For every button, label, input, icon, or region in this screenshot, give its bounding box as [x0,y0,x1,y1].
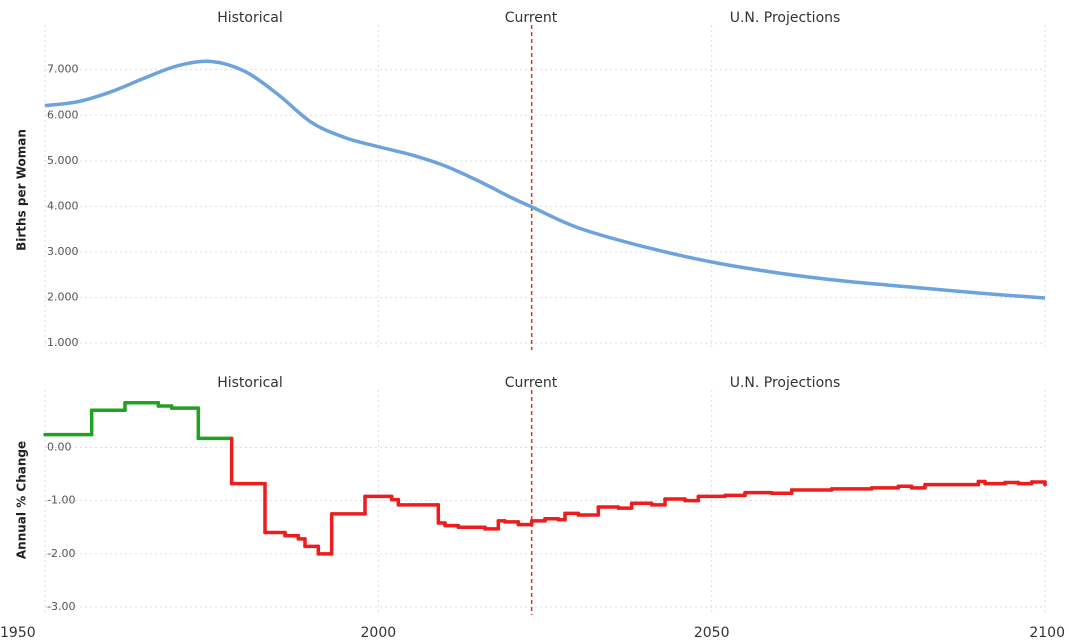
x-tick-label: 2000 [361,625,397,641]
line [44,59,1046,300]
x-tick-label: 2050 [694,625,730,641]
y-tick-label: 2.000 [47,291,79,304]
y-tick-label: 0.00 [47,440,72,453]
y-tick-label: 1.000 [47,336,79,349]
y-tick-label: 6.000 [47,108,79,121]
annotation: Historical [217,10,283,26]
y-tick-label: 4.000 [47,199,79,212]
y-tick-label: -2.00 [47,547,75,560]
y-tick-label: -1.00 [47,494,75,507]
annotation: Current [505,375,558,391]
annotation: U.N. Projections [730,375,841,391]
y-tick-label: 5.000 [47,154,79,167]
y-tick-label: -3.00 [47,600,75,613]
x-tick-label: 1950 [0,625,36,641]
y-axis-title: Annual % Change [15,441,29,559]
x-tick-label: 2100 [1029,625,1065,641]
annotation: Current [505,10,558,26]
y-tick-label: 3.000 [47,245,79,258]
annotation: Historical [217,375,283,391]
y-axis-title: Births per Woman [15,129,29,251]
annotation: U.N. Projections [730,10,841,26]
y-tick-label: 7.000 [47,63,79,76]
step-point [1043,482,1047,487]
